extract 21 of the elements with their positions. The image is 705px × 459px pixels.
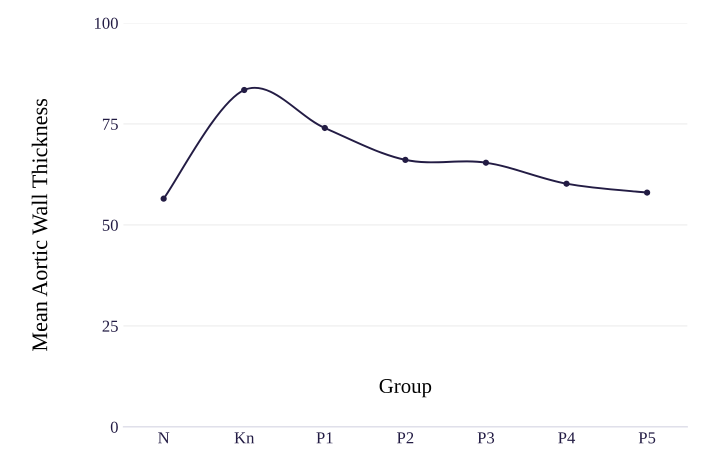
point <box>160 196 167 202</box>
y-tick-label: 100 <box>94 18 118 29</box>
x-tick-label: P5 <box>638 432 656 444</box>
y-tick-label: 25 <box>102 320 118 332</box>
point <box>563 180 570 187</box>
point <box>644 189 650 196</box>
y-tick-label: 0 <box>110 422 118 433</box>
x-axis-title: Group <box>380 379 432 398</box>
x-tick-label: Kn <box>234 432 254 444</box>
y-tick-label: 75 <box>102 118 118 130</box>
point <box>402 156 408 164</box>
point <box>241 86 248 94</box>
y-tick-label: 50 <box>102 220 118 231</box>
point <box>482 160 490 166</box>
x-tick-label: P4 <box>558 432 576 444</box>
point <box>322 124 328 132</box>
x-tick-label: P1 <box>316 432 333 444</box>
x-tick-label: P3 <box>478 432 494 444</box>
y-axis-title: Mean Aortic Wall Thickness <box>32 98 48 352</box>
x-tick-label: P2 <box>397 432 414 444</box>
x-tick-label: N <box>158 432 170 444</box>
